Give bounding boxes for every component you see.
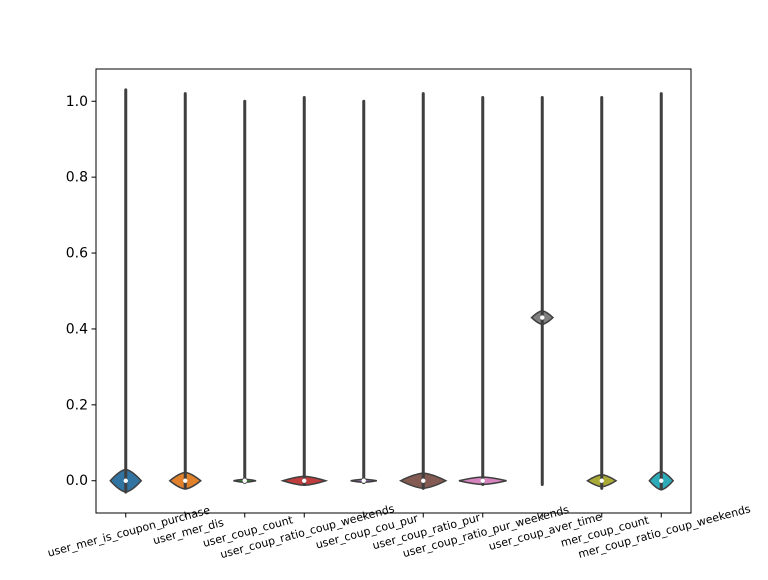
violin-user_coup_ratio_pur_weekends bbox=[458, 95, 507, 487]
violin-user_coup_ratio_pur bbox=[398, 92, 448, 490]
y-tick-label: 0.6 bbox=[66, 246, 88, 262]
violin-user_coup_ratio_coup_weekends bbox=[280, 95, 329, 487]
violin-median-dot bbox=[599, 478, 604, 483]
y-tick-label: 0.8 bbox=[66, 170, 88, 186]
violin-mer_coup_ratio_coup_weekends bbox=[648, 92, 675, 491]
violin-median-dot bbox=[302, 478, 307, 483]
violin-user_coup_count bbox=[233, 99, 257, 484]
x-axis: user_mer_is_coupon_purchaseuser_mer_disu… bbox=[46, 502, 752, 561]
violin-median-dot bbox=[123, 478, 128, 483]
violin-median-dot bbox=[421, 478, 426, 483]
violin-median-dot bbox=[480, 478, 485, 483]
y-tick-label: 1.0 bbox=[66, 94, 88, 110]
violin-user_coup_aver_time bbox=[530, 95, 555, 487]
violins-layer bbox=[109, 88, 675, 494]
violin-median-dot bbox=[242, 478, 247, 483]
violin-median-dot bbox=[540, 315, 545, 320]
violin-median-dot bbox=[659, 478, 664, 483]
violin-median-dot bbox=[183, 478, 188, 483]
violin-user_mer_is_coupon_purchase bbox=[109, 88, 143, 494]
y-axis: 0.0 0.2 0.4 0.6 0.8 1.0 bbox=[66, 94, 96, 489]
violin-mer_coup_count bbox=[586, 95, 618, 490]
axes-frame bbox=[95, 68, 692, 514]
y-tick-label: 0.2 bbox=[66, 397, 88, 413]
violin-median-dot bbox=[361, 478, 366, 483]
violin-user_coup_cou_pur bbox=[350, 99, 377, 485]
y-tick-label: 0.4 bbox=[66, 321, 88, 337]
violin-user_mer_dis bbox=[168, 92, 202, 490]
y-tick-label: 0.0 bbox=[66, 473, 88, 489]
